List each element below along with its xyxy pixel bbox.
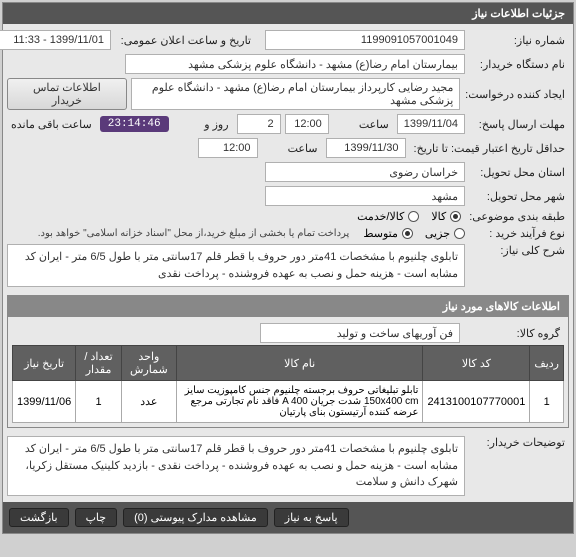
items-panel: اطلاعات کالاهای مورد نیاز گروه کالا: فن … bbox=[7, 295, 569, 428]
buyer-note-box: تابلوی چلنیوم با مشخصات 41متر دور حروف ب… bbox=[7, 436, 465, 496]
validity-date-field: 1399/11/30 bbox=[326, 138, 406, 158]
cell-name: تابلو تبلیغاتی حروف برجسته چلنیوم جنس کا… bbox=[176, 381, 423, 423]
th-idx: ردیف bbox=[530, 346, 564, 381]
th-code: کد کالا bbox=[423, 346, 530, 381]
th-date: تاریخ نیاز bbox=[13, 346, 76, 381]
radio-checked-icon bbox=[450, 211, 461, 222]
deadline-time-label: ساعت bbox=[333, 118, 393, 131]
radio-checked-icon bbox=[402, 228, 413, 239]
process-mid-label: متوسط bbox=[363, 227, 398, 240]
radio-icon bbox=[454, 228, 465, 239]
back-button[interactable]: بازگشت bbox=[9, 508, 69, 527]
items-table: ردیف کد کالا نام کالا واحد شمارش تعداد /… bbox=[12, 345, 564, 423]
announce-field: 1399/11/01 - 11:33 bbox=[0, 30, 111, 50]
main-panel-body: شماره نیاز: 1199091057001049 تاریخ و ساع… bbox=[3, 24, 573, 502]
deadline-date-field: 1399/11/04 bbox=[397, 114, 465, 134]
items-panel-body: گروه کالا: فن آوریهای ساخت و تولید ردیف … bbox=[8, 317, 568, 427]
process-low-radio[interactable]: جزیی bbox=[425, 227, 465, 240]
buyer-org-label: نام دستگاه خریدار: bbox=[469, 58, 569, 71]
print-button[interactable]: چاپ bbox=[75, 508, 118, 527]
cell-date: 1399/11/06 bbox=[13, 381, 76, 423]
city-label: شهر محل تحویل: bbox=[469, 190, 569, 203]
province-label: استان محل تحویل: bbox=[469, 166, 569, 179]
table-header-row: ردیف کد کالا نام کالا واحد شمارش تعداد /… bbox=[13, 346, 564, 381]
group-field: فن آوریهای ساخت و تولید bbox=[260, 323, 460, 343]
main-panel: جزئیات اطلاعات نیاز شماره نیاز: 11990910… bbox=[2, 2, 574, 534]
summary-label: شرح کلی نیاز: bbox=[469, 244, 569, 257]
budget-radio-group: کالا کالا/خدمت bbox=[357, 210, 461, 223]
announce-label: تاریخ و ساعت اعلان عمومی: bbox=[115, 34, 255, 47]
main-panel-header: جزئیات اطلاعات نیاز bbox=[3, 3, 573, 24]
need-no-label: شماره نیاز: bbox=[469, 34, 569, 47]
buyer-org-field: بیمارستان امام رضا(ع) مشهد - دانشگاه علو… bbox=[125, 54, 465, 74]
group-label: گروه کالا: bbox=[464, 327, 564, 340]
th-name: نام کالا bbox=[176, 346, 423, 381]
cell-qty: 1 bbox=[76, 381, 122, 423]
need-no-field: 1199091057001049 bbox=[265, 30, 465, 50]
radio-icon bbox=[408, 211, 419, 222]
cell-code: 2413100107770001 bbox=[423, 381, 530, 423]
process-note: پرداخت تمام یا بخشی از مبلغ خرید،از محل … bbox=[38, 228, 350, 239]
creator-field: مجید رضایی کارپرداز بیمارستان امام رضا(ع… bbox=[131, 78, 461, 110]
buyer-note-label: توضیحات خریدار: bbox=[469, 436, 569, 449]
process-mid-radio[interactable]: متوسط bbox=[363, 227, 413, 240]
validity-label: حداقل تاریخ اعتبار قیمت: تا تاریخ: bbox=[410, 142, 569, 155]
budget-goods-radio[interactable]: کالا bbox=[431, 210, 461, 223]
cell-idx: 1 bbox=[530, 381, 564, 423]
budget-service-radio[interactable]: کالا/خدمت bbox=[357, 210, 419, 223]
validity-time-field: 12:00 bbox=[198, 138, 258, 158]
process-radio-group: جزیی متوسط bbox=[363, 227, 465, 240]
table-row[interactable]: 1 2413100107770001 تابلو تبلیغاتی حروف ب… bbox=[13, 381, 564, 423]
items-panel-header: اطلاعات کالاهای مورد نیاز bbox=[8, 296, 568, 317]
contact-buyer-button[interactable]: اطلاعات تماس خریدار bbox=[7, 78, 127, 110]
reply-button[interactable]: پاسخ به نیاز bbox=[274, 508, 349, 527]
process-low-label: جزیی bbox=[425, 227, 450, 240]
deadline-time-field: 12:00 bbox=[285, 114, 329, 134]
summary-box: تابلوی چلنیوم با مشخصات 41متر دور حروف ب… bbox=[7, 244, 465, 287]
days-label: روز و bbox=[173, 118, 233, 131]
budget-service-label: کالا/خدمت bbox=[357, 210, 404, 223]
budget-label: طبقه بندی موضوعی: bbox=[465, 210, 569, 223]
remaining-label: ساعت باقی مانده bbox=[7, 118, 96, 131]
th-qty: تعداد / مقدار bbox=[76, 346, 122, 381]
attachments-button[interactable]: مشاهده مدارک پیوستی (0) bbox=[123, 508, 268, 527]
creator-label: ایجاد کننده درخواست: bbox=[464, 88, 569, 101]
deadline-label: مهلت ارسال پاسخ: bbox=[469, 118, 569, 131]
validity-time-label: ساعت bbox=[262, 142, 322, 155]
process-label: نوع فرآیند خرید : bbox=[469, 227, 569, 240]
th-unit: واحد شمارش bbox=[121, 346, 176, 381]
footer-bar: پاسخ به نیاز مشاهده مدارک پیوستی (0) چاپ… bbox=[3, 502, 573, 533]
countdown-timer: 23:14:46 bbox=[100, 116, 169, 132]
province-field: خراسان رضوی bbox=[265, 162, 465, 182]
budget-goods-label: کالا bbox=[431, 210, 446, 223]
days-field: 2 bbox=[237, 114, 281, 134]
city-field: مشهد bbox=[265, 186, 465, 206]
cell-unit: عدد bbox=[121, 381, 176, 423]
